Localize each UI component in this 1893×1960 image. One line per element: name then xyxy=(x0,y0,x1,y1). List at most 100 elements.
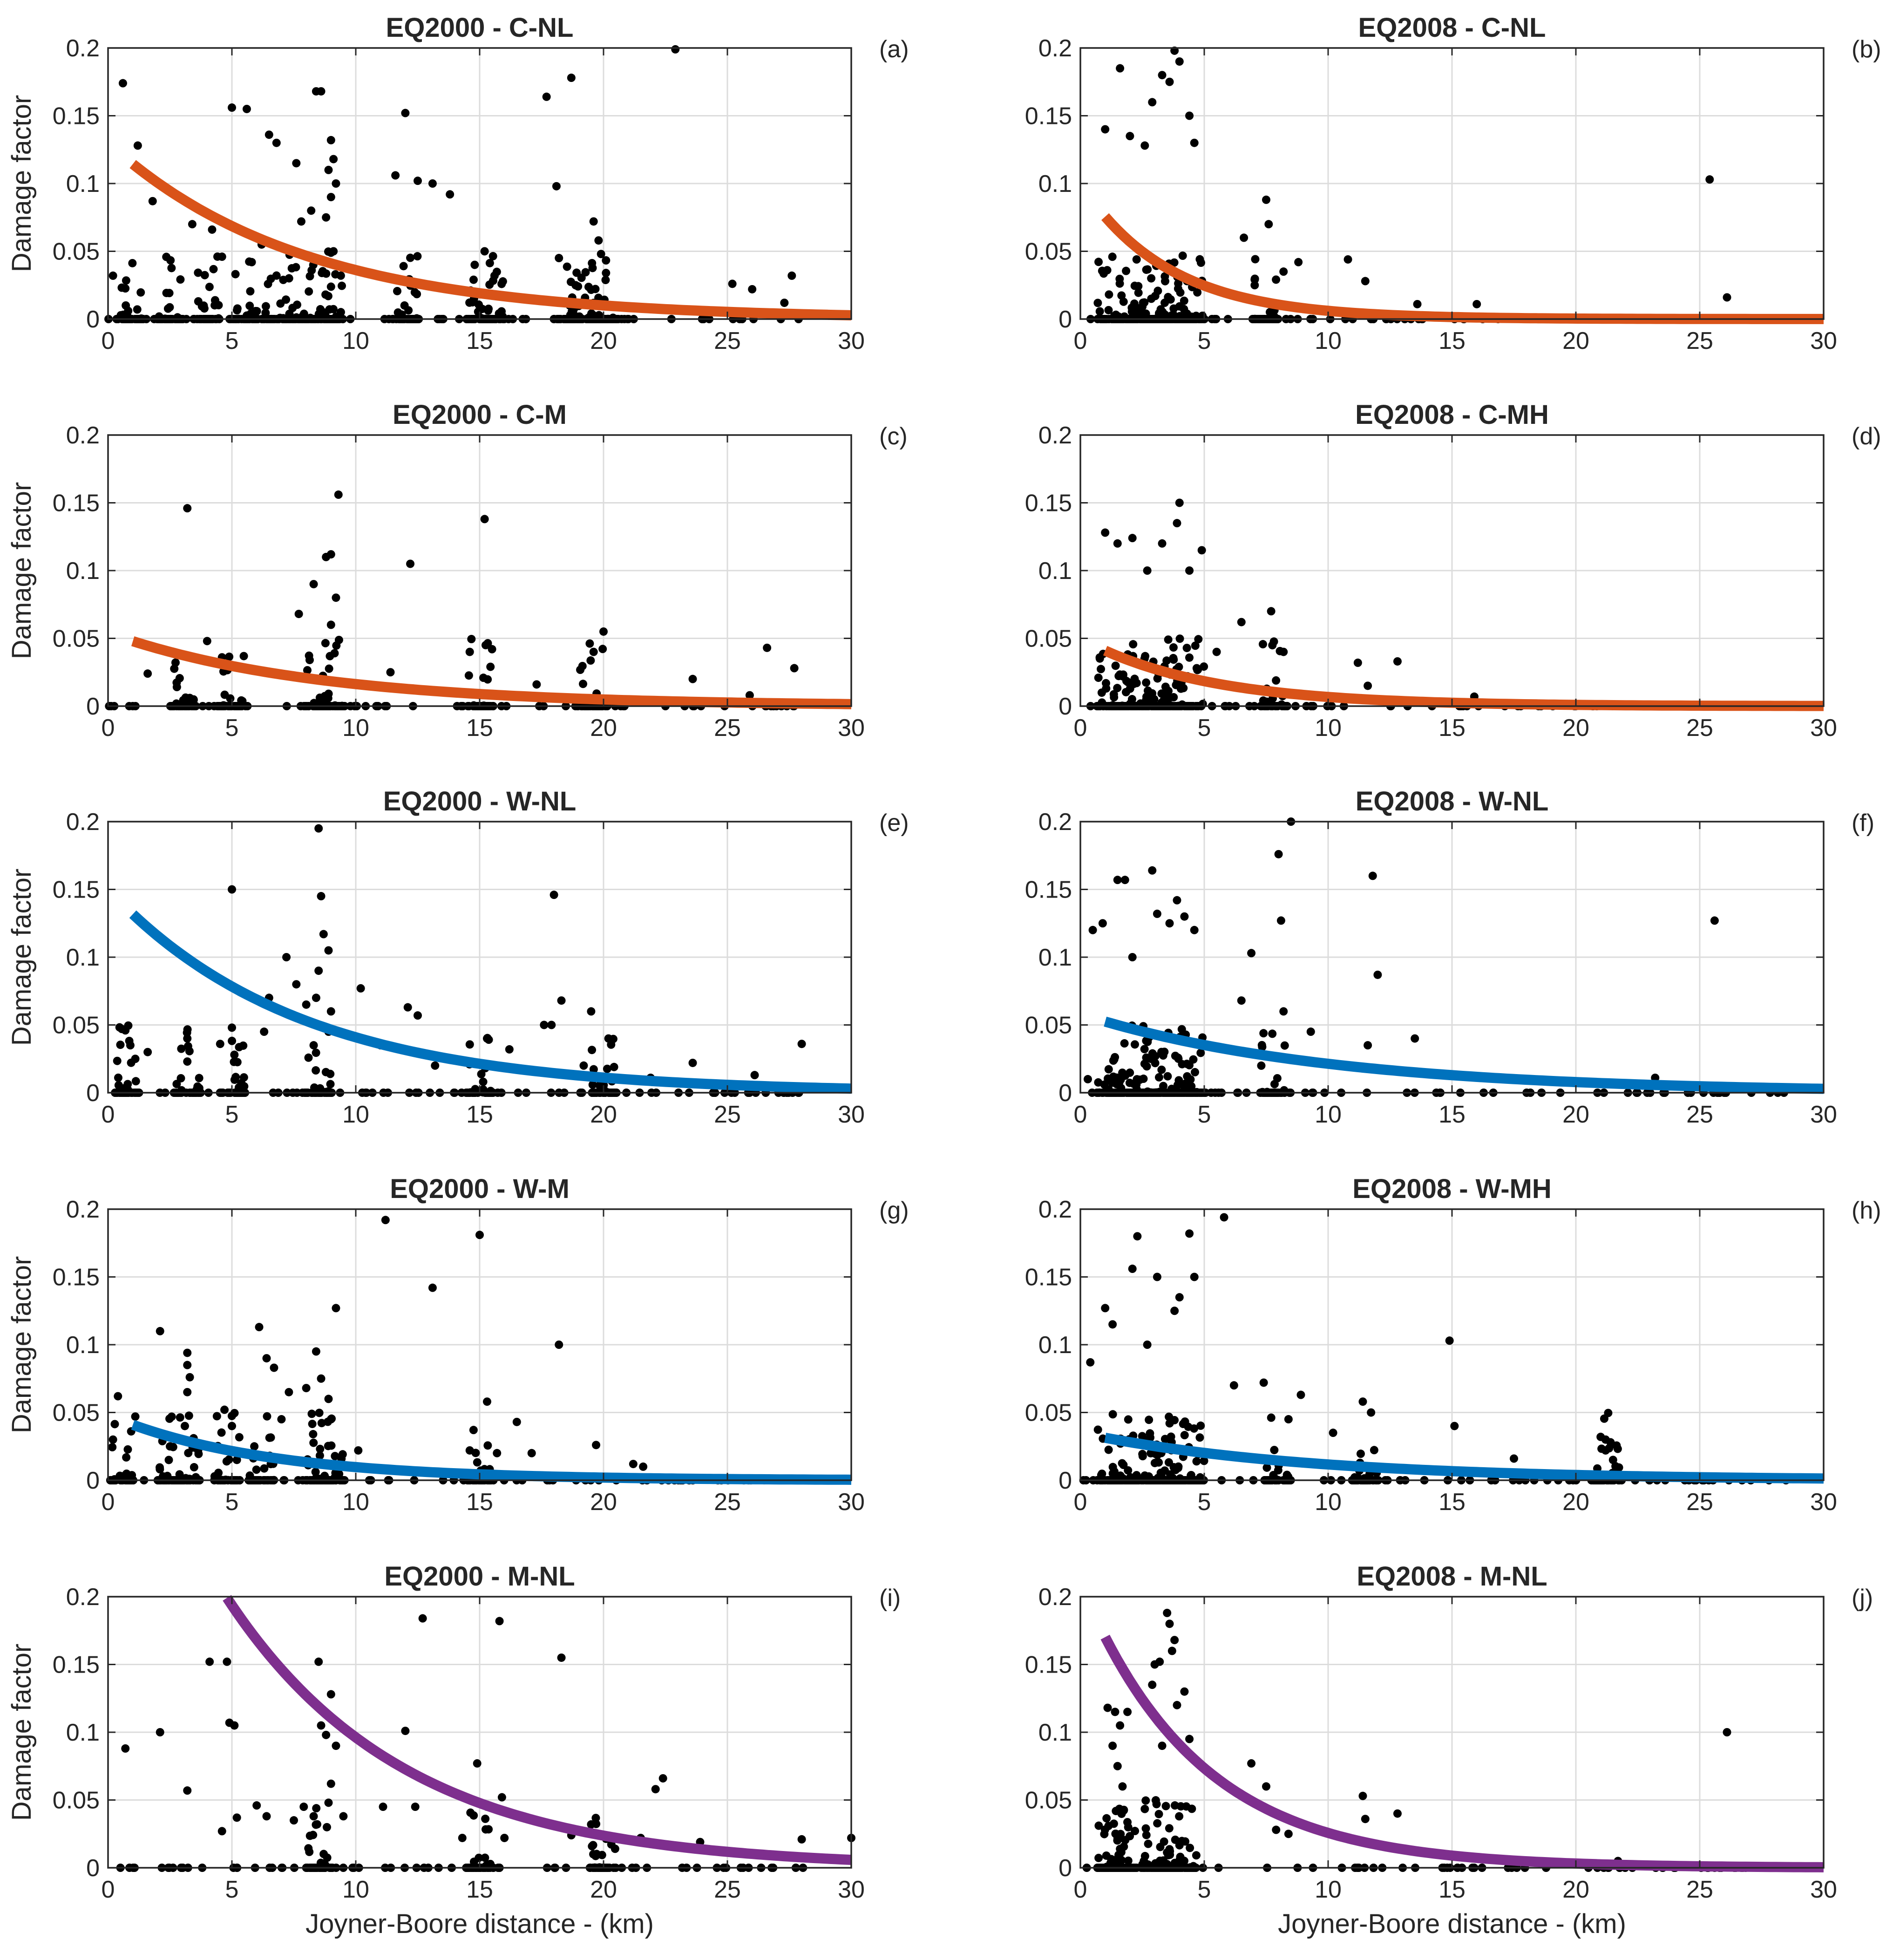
x-tick-label: 20 xyxy=(590,327,617,354)
x-tick-label: 30 xyxy=(838,327,865,354)
data-point xyxy=(598,645,607,653)
data-point xyxy=(197,302,206,311)
panel-label: (b) xyxy=(1852,36,1881,63)
data-point xyxy=(1143,1341,1152,1349)
data-point xyxy=(1358,1397,1367,1406)
data-point xyxy=(1220,1213,1228,1222)
data-point xyxy=(305,651,313,660)
x-tick-label: 20 xyxy=(1562,1876,1589,1903)
data-point xyxy=(1110,693,1119,702)
data-point xyxy=(1126,1068,1134,1077)
data-point xyxy=(557,1653,566,1662)
x-tick-label: 15 xyxy=(1438,1876,1466,1903)
data-point xyxy=(1088,926,1097,934)
data-point xyxy=(324,1395,333,1403)
x-tick-label: 15 xyxy=(466,1876,493,1903)
data-point xyxy=(1143,566,1152,575)
data-point xyxy=(599,627,608,636)
data-point xyxy=(468,298,477,306)
data-point xyxy=(326,136,335,144)
data-point xyxy=(585,639,594,648)
data-point xyxy=(1128,1265,1137,1273)
data-point xyxy=(315,693,324,702)
data-point xyxy=(1262,195,1270,204)
data-point xyxy=(1280,1041,1289,1050)
data-point xyxy=(131,1055,140,1063)
data-point xyxy=(1296,1390,1305,1399)
x-tick-label: 20 xyxy=(1562,1101,1589,1128)
x-tick-label: 30 xyxy=(1810,715,1837,742)
data-point xyxy=(1277,700,1286,709)
data-point xyxy=(1368,871,1377,880)
y-axis-label: Damage factor xyxy=(7,869,37,1046)
y-tick-label: 0.15 xyxy=(1025,877,1072,904)
data-point xyxy=(1160,1466,1169,1475)
data-point xyxy=(446,190,455,199)
y-tick-label: 0.2 xyxy=(1038,1584,1072,1611)
data-point xyxy=(1097,665,1106,674)
data-point xyxy=(1212,647,1221,656)
data-point xyxy=(1108,1410,1117,1419)
data-point xyxy=(1147,274,1156,283)
data-point xyxy=(228,1023,236,1032)
data-point xyxy=(1272,275,1281,284)
data-point xyxy=(470,260,479,269)
data-point xyxy=(285,1388,293,1396)
data-point xyxy=(1170,1636,1179,1645)
data-point xyxy=(1132,255,1141,264)
data-point xyxy=(527,1449,536,1457)
data-point xyxy=(265,1433,274,1442)
data-point xyxy=(1104,306,1113,314)
x-tick-label: 25 xyxy=(714,327,741,354)
data-point xyxy=(1279,1007,1288,1016)
data-point xyxy=(109,271,117,280)
data-point xyxy=(473,1458,482,1467)
data-point xyxy=(332,1304,340,1313)
data-point xyxy=(1126,132,1134,141)
data-point xyxy=(497,279,506,288)
data-point xyxy=(303,666,312,674)
y-tick-label: 0.05 xyxy=(1025,238,1072,265)
data-point xyxy=(226,694,235,703)
data-point xyxy=(317,892,326,901)
data-point xyxy=(414,1011,422,1020)
data-point xyxy=(252,1465,261,1474)
data-point xyxy=(1186,1075,1195,1084)
data-point xyxy=(326,1779,335,1788)
data-point xyxy=(1450,1422,1459,1430)
data-point xyxy=(312,994,320,1002)
y-tick-label: 0 xyxy=(86,306,100,333)
data-point xyxy=(475,1231,484,1239)
panel-label: (i) xyxy=(879,1585,901,1612)
y-tick-label: 0.15 xyxy=(1025,103,1072,130)
data-point xyxy=(1113,684,1122,693)
data-point xyxy=(611,1844,619,1853)
data-point xyxy=(493,1449,502,1457)
data-point xyxy=(401,1727,410,1735)
data-point xyxy=(1145,1416,1153,1424)
data-point xyxy=(1110,1055,1119,1064)
data-point xyxy=(1250,281,1259,290)
panel-label: (d) xyxy=(1852,423,1881,450)
panel-title: EQ2008 - C-NL xyxy=(1358,13,1546,43)
data-point xyxy=(232,1813,241,1822)
x-tick-label: 0 xyxy=(102,1489,115,1516)
ticks-a: 0 5 10 15 20 25 30 0 0.05 0.1 0.15 0.2 xyxy=(53,35,865,354)
y-tick-label: 0.2 xyxy=(66,422,100,449)
data-point xyxy=(312,1048,320,1057)
data-point xyxy=(235,1433,244,1442)
data-point xyxy=(1151,292,1160,300)
data-point xyxy=(1173,896,1181,905)
data-point xyxy=(597,250,605,259)
data-point xyxy=(1192,1851,1201,1860)
data-point xyxy=(1329,1429,1337,1437)
ticks-b: 0 5 10 15 20 25 30 0 0.05 0.1 0.15 0.2 xyxy=(1025,35,1837,354)
data-point xyxy=(252,1801,261,1810)
data-point xyxy=(183,1388,192,1396)
data-point xyxy=(1195,1433,1204,1442)
data-point xyxy=(122,1453,131,1462)
panel-label: (j) xyxy=(1852,1585,1873,1612)
data-point xyxy=(1156,305,1165,314)
data-point xyxy=(540,1021,549,1029)
data-point xyxy=(1104,1065,1113,1074)
